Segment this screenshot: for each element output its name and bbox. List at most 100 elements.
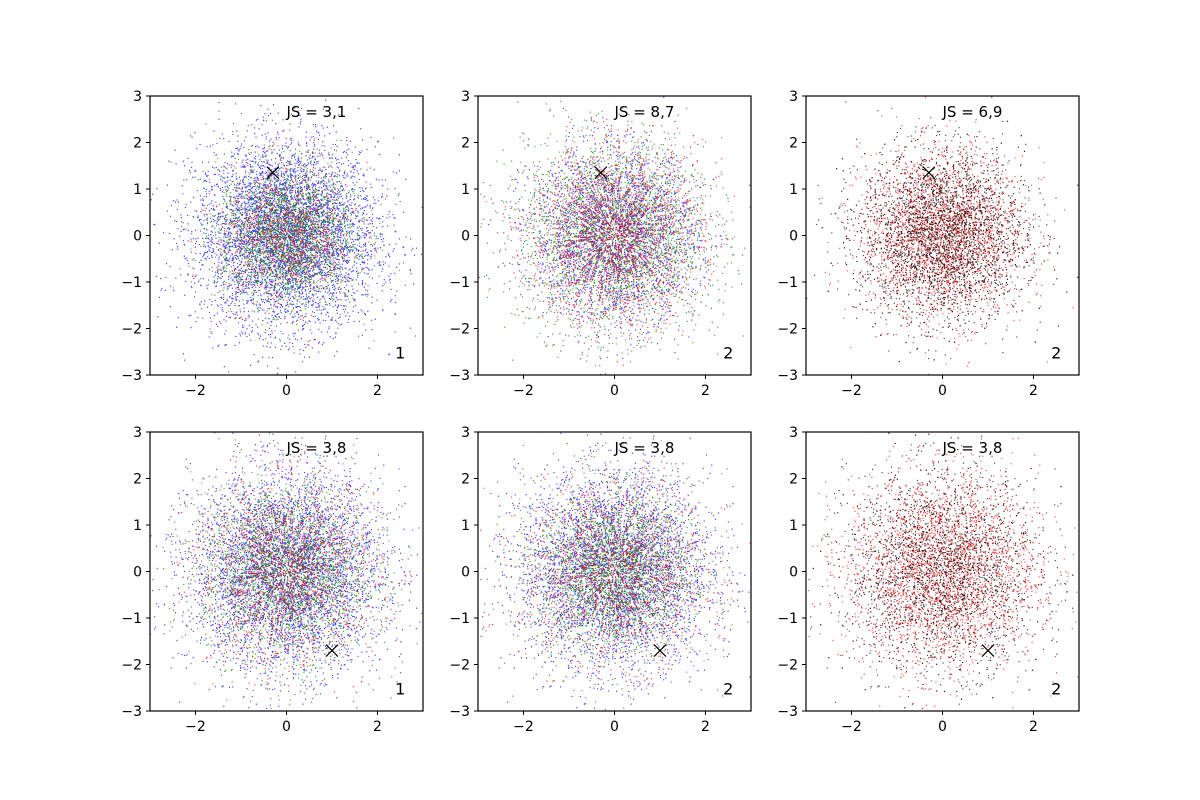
x-marker [325,644,339,657]
corner-label: 2 [723,680,733,699]
js-annotation: JS = 3,8 [614,439,675,457]
y-tick-label: 0 [789,565,798,581]
y-tick-label: −1 [121,275,142,291]
series-3-points [150,432,414,709]
y-tick-label: −1 [777,275,798,291]
series-3-points [185,109,396,346]
js-annotation: JS = 3,1 [286,103,347,121]
y-tick-label: 2 [789,136,798,152]
y-tick-label: 0 [461,229,470,245]
x-tick-label: 2 [1029,383,1038,399]
y-tick-label: 1 [789,182,798,198]
series-1-marks [150,99,423,375]
scatter-points [150,432,423,711]
x-tick-label: 2 [1029,719,1038,735]
scatter-panel-6: −2 0 2 −3 −2 −1 0 1 2 3 JS = 3,8 2 [777,425,1080,735]
js-annotation: JS = 3,8 [942,439,1003,457]
x-tick-label: 2 [373,719,382,735]
corner-label: 1 [395,344,405,363]
scatter-points [478,96,751,375]
y-tick-label: −3 [777,368,798,384]
y-tick-label: −3 [449,704,470,720]
y-tick-label: 1 [789,518,798,534]
y-tick-label: 0 [133,565,142,581]
corner-label: 2 [723,344,733,363]
y-tick-label: 1 [461,518,470,534]
x-tick-label: −2 [841,719,862,735]
series-1-points [807,432,1079,711]
y-tick-label: −1 [777,611,798,627]
y-tick-label: 3 [461,425,470,441]
y-tick-label: −2 [121,658,142,674]
y-tick-label: 2 [461,472,470,488]
scatter-panel-4: −2 0 2 −3 −2 −1 0 1 2 3 JS = 3,8 1 [121,425,424,735]
series-1-marks [807,432,1079,711]
y-tick-label: −3 [777,704,798,720]
y-tick-label: 1 [133,182,142,198]
y-tick-label: 3 [133,425,142,441]
y-tick-label: 2 [133,136,142,152]
x-marker [981,644,995,657]
series-2-points [806,432,1074,710]
scatter-panel-2: −2 0 2 −3 −2 −1 0 1 2 3 JS = 8,7 2 [449,89,752,399]
x-tick-label: 0 [610,719,619,735]
y-tick-label: 1 [461,182,470,198]
series-1-marks [806,96,1079,375]
x-marker [653,644,667,657]
x-tick-label: −2 [513,719,534,735]
y-tick-label: −2 [777,658,798,674]
y-tick-label: 1 [133,518,142,534]
y-tick-label: −2 [449,658,470,674]
y-tick-label: −1 [121,611,142,627]
y-tick-label: −2 [121,322,142,338]
series-2-points [806,96,1079,363]
x-tick-label: 0 [938,719,947,735]
js-annotation: JS = 6,9 [942,103,1003,121]
y-tick-label: 2 [461,136,470,152]
y-tick-label: −3 [121,704,142,720]
x-tick-label: 2 [701,719,710,735]
y-tick-label: −1 [449,611,470,627]
y-tick-label: 0 [133,229,142,245]
scatter-panel-1: −2 0 2 −3 −2 −1 0 1 2 3 JS = 3,1 1 [121,89,424,399]
x-tick-label: −2 [185,719,206,735]
y-tick-label: 0 [461,565,470,581]
x-tick-label: 2 [373,383,382,399]
series-3-points [478,100,735,367]
scatter-panel-3: −2 0 2 −3 −2 −1 0 1 2 3 JS = 6,9 2 [777,89,1080,399]
x-tick-label: −2 [841,383,862,399]
y-tick-label: 2 [789,472,798,488]
scatter-points [478,432,751,711]
corner-label: 2 [1051,680,1061,699]
series-3-marks [480,442,751,711]
y-tick-label: −2 [777,322,798,338]
series-1-points [150,99,423,375]
series-2-points [150,432,423,703]
scatter-points [150,99,423,375]
x-marker [594,166,608,180]
y-tick-label: −1 [449,275,470,291]
series-2-marks [150,432,423,703]
x-tick-label: 0 [282,719,291,735]
series-2-marks [806,432,1074,710]
y-tick-label: 3 [133,89,142,105]
x-tick-label: 2 [701,383,710,399]
series-3-marks [185,109,396,346]
scatter-panel-5: −2 0 2 −3 −2 −1 0 1 2 3 JS = 3,8 2 [449,425,752,735]
js-annotation: JS = 8,7 [614,103,675,121]
x-tick-label: 0 [610,383,619,399]
x-tick-label: −2 [513,383,534,399]
y-tick-label: 0 [789,229,798,245]
series-3-points [480,442,751,711]
y-tick-label: 3 [789,89,798,105]
x-marker [266,166,280,180]
series-1-points [806,96,1079,375]
corner-label: 1 [395,680,405,699]
x-tick-label: 0 [938,383,947,399]
x-tick-label: 0 [282,383,291,399]
y-tick-label: 2 [133,472,142,488]
y-tick-label: −3 [449,368,470,384]
x-marker [922,166,936,180]
corner-label: 2 [1051,344,1061,363]
